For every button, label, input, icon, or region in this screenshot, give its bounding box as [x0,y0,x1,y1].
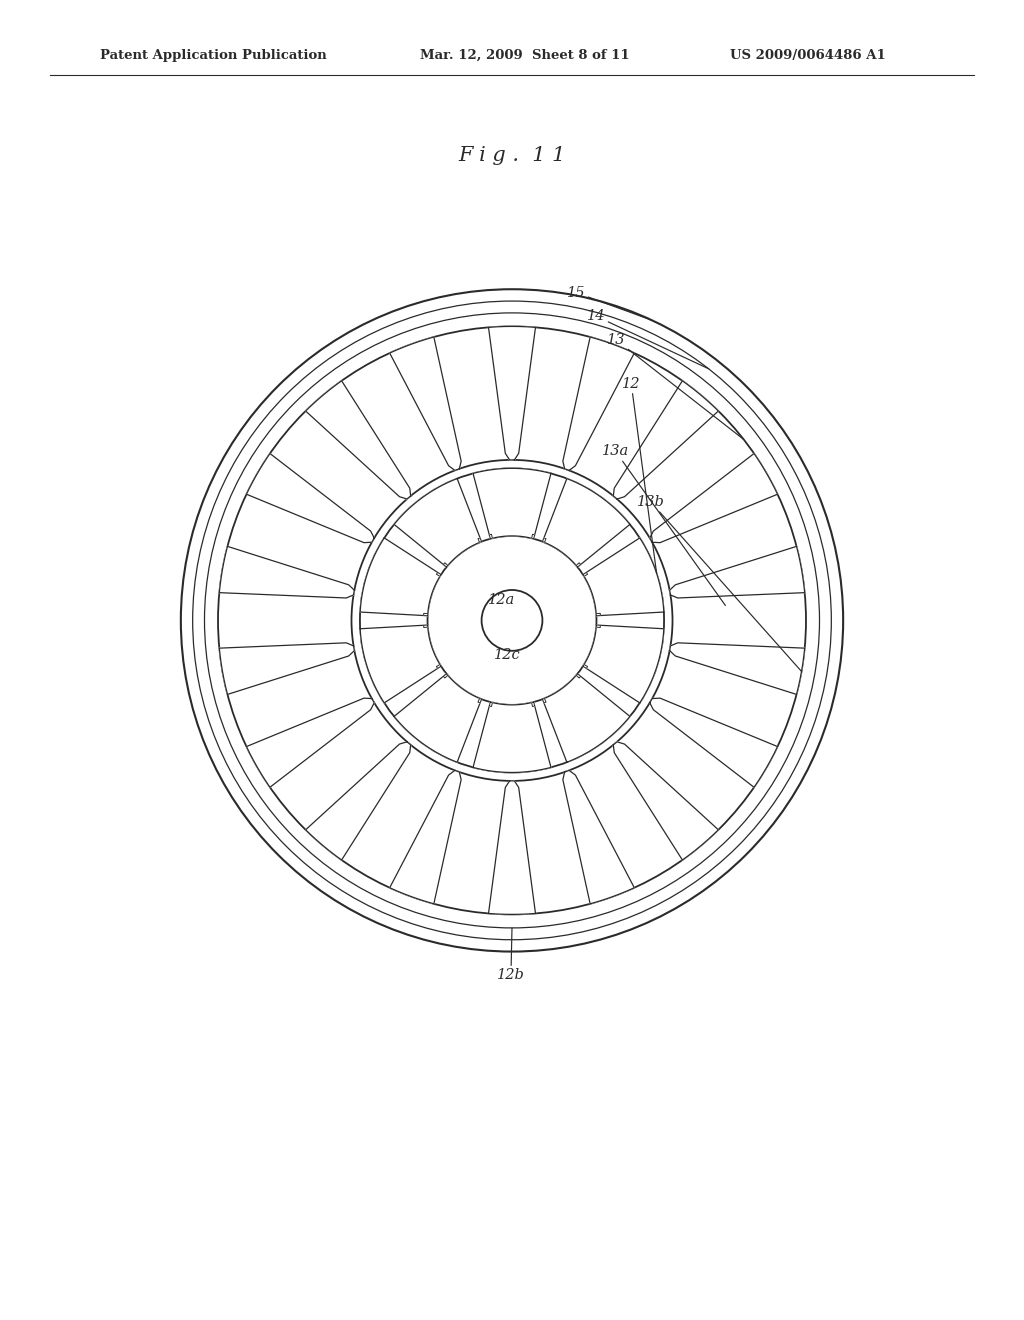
Polygon shape [563,771,634,904]
Text: 12: 12 [622,376,656,573]
Text: 15: 15 [567,285,652,321]
Polygon shape [424,626,428,627]
Polygon shape [473,469,551,539]
Polygon shape [247,698,374,787]
Polygon shape [390,337,461,470]
Polygon shape [436,664,441,668]
Polygon shape [488,326,536,459]
Polygon shape [613,380,719,499]
Polygon shape [583,664,588,668]
Polygon shape [390,771,461,904]
Polygon shape [394,479,481,568]
Text: 13: 13 [607,333,743,440]
Polygon shape [443,673,447,678]
Text: 14: 14 [587,309,709,368]
Polygon shape [473,702,551,772]
Polygon shape [488,781,536,915]
Polygon shape [247,454,374,543]
Polygon shape [489,702,493,706]
Polygon shape [360,626,441,702]
Polygon shape [670,643,805,694]
Polygon shape [596,614,600,615]
Polygon shape [489,535,493,539]
Polygon shape [543,537,546,543]
Polygon shape [305,742,411,861]
Polygon shape [577,562,581,568]
Text: Patent Application Publication: Patent Application Publication [100,49,327,62]
Polygon shape [543,698,546,704]
Polygon shape [394,673,481,762]
Text: 12b: 12b [497,928,525,982]
Polygon shape [543,479,630,568]
Polygon shape [650,454,777,543]
Polygon shape [443,562,447,568]
Polygon shape [583,573,588,577]
Text: 12a: 12a [488,594,516,607]
Text: 13b: 13b [637,495,802,672]
Polygon shape [583,626,664,702]
Polygon shape [583,539,664,615]
Polygon shape [219,643,354,694]
Polygon shape [596,626,600,627]
Polygon shape [219,546,354,598]
Polygon shape [613,742,719,861]
Polygon shape [670,546,805,598]
Polygon shape [543,673,630,762]
Text: 12c: 12c [494,648,520,663]
Text: US 2009/0064486 A1: US 2009/0064486 A1 [730,49,886,62]
Polygon shape [577,673,581,678]
Polygon shape [360,539,441,615]
Polygon shape [478,537,481,543]
Text: 13a: 13a [602,445,725,606]
Polygon shape [531,702,535,706]
Polygon shape [424,614,428,615]
Polygon shape [563,337,634,470]
Text: Mar. 12, 2009  Sheet 8 of 11: Mar. 12, 2009 Sheet 8 of 11 [420,49,630,62]
Polygon shape [531,535,535,539]
Polygon shape [436,573,441,577]
Text: F i g .  1 1: F i g . 1 1 [459,145,565,165]
Polygon shape [478,698,481,704]
Polygon shape [305,380,411,499]
Polygon shape [650,698,777,787]
